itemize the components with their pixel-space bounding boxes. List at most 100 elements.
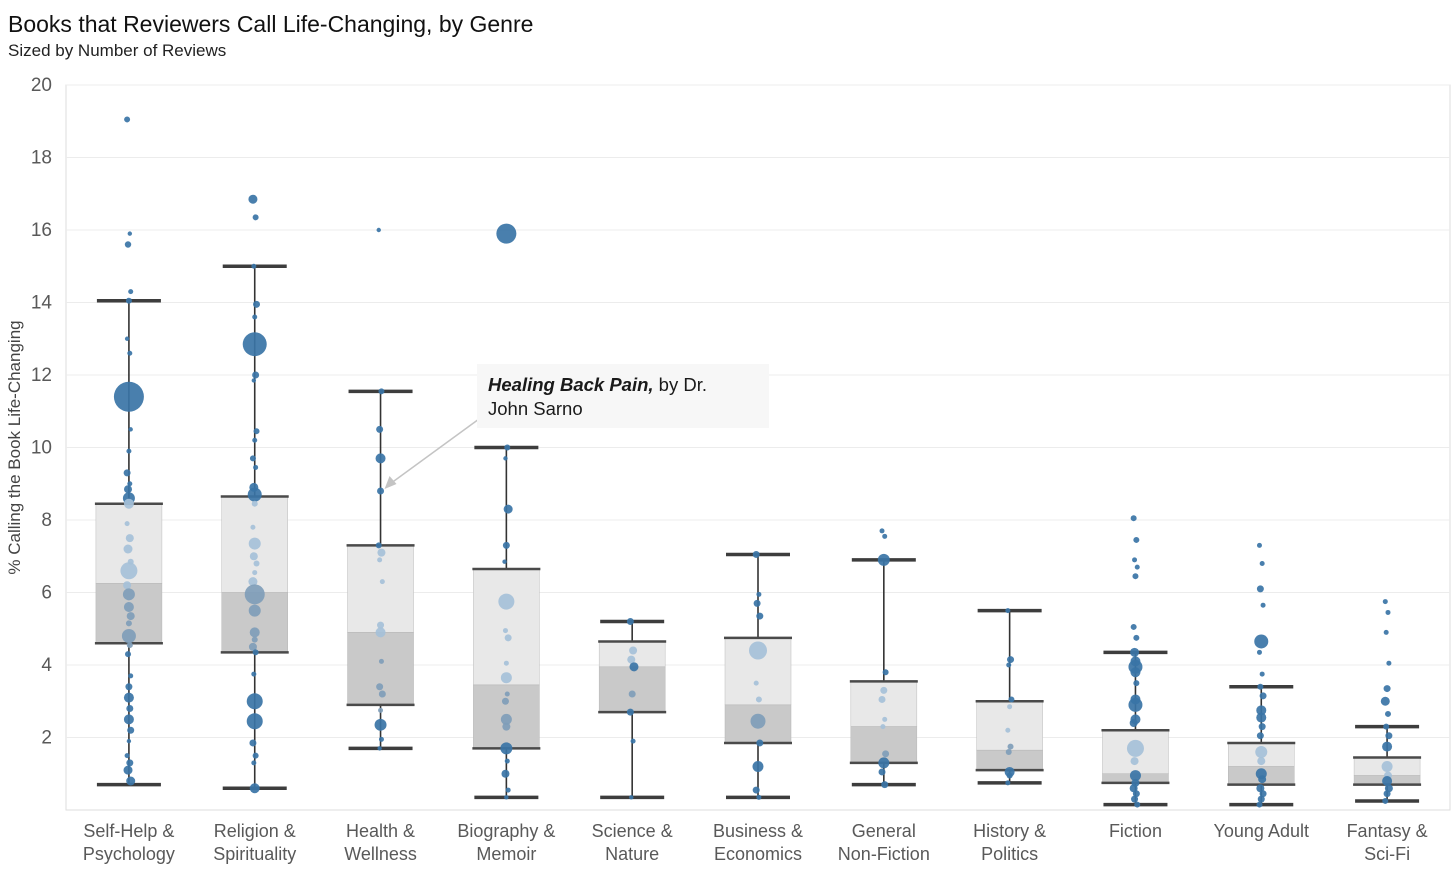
data-point[interactable] <box>253 428 260 435</box>
box-lower-quartile[interactable] <box>850 726 918 764</box>
data-point[interactable] <box>1008 696 1015 703</box>
data-point[interactable] <box>1258 775 1267 784</box>
data-point[interactable] <box>1133 634 1140 641</box>
data-point[interactable] <box>503 504 513 514</box>
data-point[interactable] <box>502 541 510 549</box>
data-point[interactable] <box>248 194 258 204</box>
data-point[interactable] <box>505 787 511 793</box>
data-point[interactable] <box>629 646 638 655</box>
data-point[interactable] <box>252 437 258 443</box>
data-point[interactable] <box>378 736 384 742</box>
data-point[interactable] <box>113 381 144 412</box>
data-point[interactable] <box>1131 795 1139 803</box>
data-point[interactable] <box>378 707 384 713</box>
data-point[interactable] <box>250 524 256 530</box>
data-point[interactable] <box>246 693 263 710</box>
data-point[interactable] <box>879 528 885 534</box>
data-point[interactable] <box>880 724 886 730</box>
data-point[interactable] <box>124 336 130 341</box>
data-point[interactable] <box>249 739 257 747</box>
data-point[interactable] <box>1257 757 1266 766</box>
data-point[interactable] <box>249 455 256 462</box>
box-lower-quartile[interactable] <box>598 666 666 713</box>
data-point[interactable] <box>126 759 134 767</box>
data-point[interactable] <box>1007 656 1015 664</box>
data-point[interactable] <box>1256 542 1262 548</box>
data-point[interactable] <box>126 448 132 454</box>
data-point[interactable] <box>375 542 382 549</box>
data-point[interactable] <box>127 231 133 236</box>
data-point[interactable] <box>1382 776 1393 786</box>
data-point[interactable] <box>504 758 510 764</box>
data-point[interactable] <box>498 593 515 610</box>
data-point[interactable] <box>1257 795 1265 803</box>
data-point[interactable] <box>628 690 636 698</box>
data-point[interactable] <box>1006 662 1012 668</box>
data-point[interactable] <box>882 669 889 676</box>
data-point[interactable] <box>1256 801 1263 808</box>
data-point[interactable] <box>501 769 510 778</box>
data-point[interactable] <box>1005 727 1011 733</box>
data-point[interactable] <box>882 716 888 722</box>
data-point[interactable] <box>878 757 890 769</box>
data-point[interactable] <box>377 487 385 495</box>
data-point[interactable] <box>629 662 639 672</box>
data-point[interactable] <box>246 713 263 730</box>
data-point[interactable] <box>123 581 132 590</box>
box-upper-quartile[interactable] <box>976 701 1043 751</box>
data-point[interactable] <box>244 584 265 605</box>
data-point[interactable] <box>127 481 133 487</box>
data-point[interactable] <box>756 591 762 597</box>
data-point[interactable] <box>377 557 383 563</box>
data-point[interactable] <box>500 742 513 755</box>
data-point[interactable] <box>252 570 258 576</box>
data-point[interactable] <box>1381 761 1393 772</box>
data-point[interactable] <box>749 641 767 660</box>
data-point[interactable] <box>878 768 886 776</box>
data-point[interactable] <box>1257 683 1264 690</box>
data-point[interactable] <box>128 427 133 432</box>
data-point[interactable] <box>251 263 257 269</box>
data-point[interactable] <box>881 781 889 789</box>
data-point[interactable] <box>504 444 511 451</box>
data-point[interactable] <box>1126 739 1144 757</box>
data-point[interactable] <box>126 642 133 649</box>
data-point[interactable] <box>379 579 385 585</box>
data-point[interactable] <box>1005 780 1011 786</box>
data-point[interactable] <box>120 562 138 580</box>
data-point[interactable] <box>1259 671 1265 677</box>
data-point[interactable] <box>251 500 258 507</box>
data-point[interactable] <box>377 548 386 557</box>
data-point[interactable] <box>375 453 386 464</box>
data-point[interactable] <box>1256 732 1264 740</box>
data-point[interactable] <box>375 627 386 638</box>
data-point[interactable] <box>627 655 636 664</box>
data-point[interactable] <box>877 553 890 566</box>
data-point[interactable] <box>248 604 261 617</box>
data-point[interactable] <box>1383 629 1389 635</box>
data-point[interactable] <box>1256 705 1267 716</box>
data-point[interactable] <box>502 628 508 634</box>
boxplot-fantasy-sci-fi[interactable] <box>1353 599 1422 804</box>
data-point[interactable] <box>756 612 764 620</box>
data-point[interactable] <box>1384 710 1391 717</box>
data-point[interactable] <box>501 697 509 705</box>
data-point[interactable] <box>1133 536 1140 543</box>
data-point[interactable] <box>629 795 634 800</box>
data-point[interactable] <box>376 683 384 691</box>
data-point[interactable] <box>1256 712 1267 723</box>
data-point[interactable] <box>1132 573 1139 580</box>
data-point[interactable] <box>752 786 760 794</box>
data-point[interactable] <box>127 726 135 734</box>
data-point[interactable] <box>1130 647 1140 657</box>
data-point[interactable] <box>750 713 766 729</box>
data-point[interactable] <box>248 537 261 550</box>
data-point[interactable] <box>1134 564 1140 570</box>
data-point[interactable] <box>630 738 636 744</box>
data-point[interactable] <box>878 695 886 703</box>
data-point[interactable] <box>251 671 257 677</box>
data-point[interactable] <box>127 350 133 356</box>
data-point[interactable] <box>503 660 509 666</box>
data-point[interactable] <box>880 686 888 694</box>
data-point[interactable] <box>1256 649 1262 655</box>
